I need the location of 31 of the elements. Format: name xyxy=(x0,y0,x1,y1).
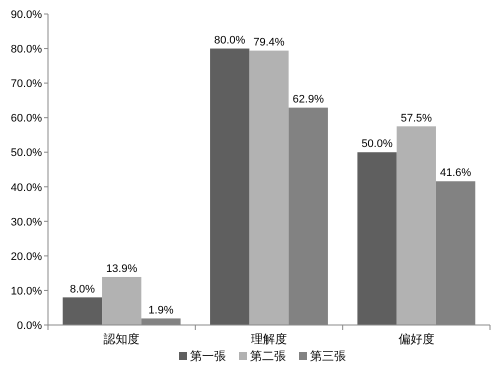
y-tick-label: 80.0% xyxy=(10,44,42,56)
data-label: 41.6% xyxy=(440,167,472,180)
y-tick-label: 10.0% xyxy=(10,285,42,298)
data-label: 79.4% xyxy=(253,36,285,49)
x-tick-label: 理解度 xyxy=(251,332,287,346)
y-tick-label: 40.0% xyxy=(10,182,42,194)
y-tick-label: 60.0% xyxy=(10,112,42,125)
bar xyxy=(210,48,250,325)
legend-label: 第二張 xyxy=(250,349,286,363)
legend-label: 第三張 xyxy=(310,349,346,363)
data-label: 80.0% xyxy=(214,34,246,47)
bar xyxy=(62,297,102,325)
y-tick-label: 50.0% xyxy=(10,147,42,160)
y-tick-label: 30.0% xyxy=(10,216,42,228)
bar xyxy=(249,50,289,325)
x-tick-label: 認知度 xyxy=(104,332,140,346)
data-label: 50.0% xyxy=(361,138,393,150)
data-label: 1.9% xyxy=(148,304,174,316)
y-tick-label: 20.0% xyxy=(10,250,42,263)
y-tick-label: 70.0% xyxy=(10,78,42,90)
data-label: 57.5% xyxy=(400,112,432,124)
bar xyxy=(102,276,142,325)
data-label: 13.9% xyxy=(106,262,138,275)
data-label: 8.0% xyxy=(70,283,96,296)
x-tick-label: 偏好度 xyxy=(398,332,434,346)
y-tick-label: 90.0% xyxy=(10,9,42,21)
bar xyxy=(357,152,397,325)
legend-label: 第一張 xyxy=(190,349,226,363)
bar xyxy=(396,126,436,325)
y-tick-label: 0.0% xyxy=(16,320,42,332)
data-label: 62.9% xyxy=(292,94,324,106)
